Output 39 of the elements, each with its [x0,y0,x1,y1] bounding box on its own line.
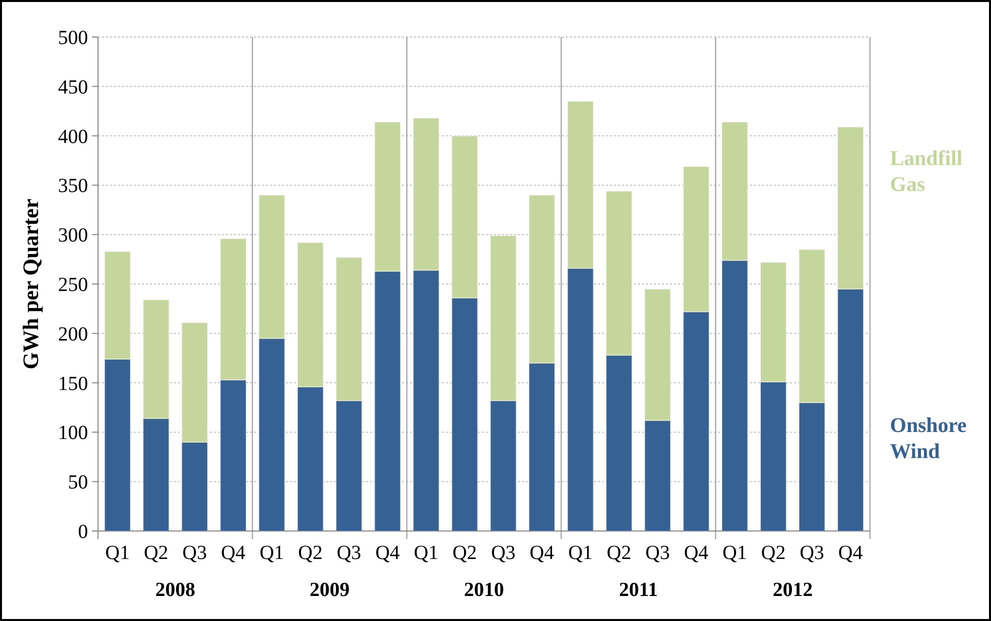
y-tick-label: 50 [68,472,88,494]
x-tick-label: Q2 [452,542,477,564]
x-tick-label: Q4 [375,542,400,564]
y-tick-label: 100 [58,422,88,444]
text: 2009 [310,579,350,601]
x-tick-label: Q3 [336,542,362,564]
x-tick-label: Q1 [105,542,130,564]
text: 2008 [155,579,196,601]
series-label: Onshore Wind [890,412,967,463]
x-tick-label: Q2 [298,542,323,564]
y-tick-label: 200 [58,323,88,346]
y-axis-title: GWh per Quarter [18,198,43,370]
x-tick-label: Q4 [221,542,246,564]
x-tick-label: Q1 [568,542,593,564]
y-tick-label: 450 [58,76,88,98]
x-tick-label: Q4 [530,542,554,564]
x-tick-label: Q4 [838,542,863,564]
y-tick-label: 350 [58,175,88,198]
y-tick-label: 250 [58,274,88,296]
y-tick-label: 500 [58,27,88,49]
y-tick-label: 400 [58,126,88,148]
x-tick-label: Q2 [761,542,786,564]
x-tick-label: Q1 [414,542,438,564]
x-tick-label: Q2 [606,542,632,564]
y-tick-label: 300 [58,224,88,247]
text: 2012 [772,579,813,601]
x-tick-label: Q4 [684,542,708,564]
y-tick-label: 0 [78,521,88,543]
x-tick-label: Q2 [144,542,168,564]
text: 2011 [618,579,658,601]
text: 2010 [464,579,504,601]
x-tick-label: Q3 [800,542,824,564]
series-label: Landfill Gas [890,146,963,196]
x-tick-label: Q1 [722,542,747,564]
x-tick-label: Q3 [491,542,516,564]
x-tick-label: Q3 [182,542,207,564]
y-tick-label: 150 [58,372,88,395]
x-tick-label: Q3 [645,542,670,564]
x-tick-label: Q1 [260,542,284,564]
